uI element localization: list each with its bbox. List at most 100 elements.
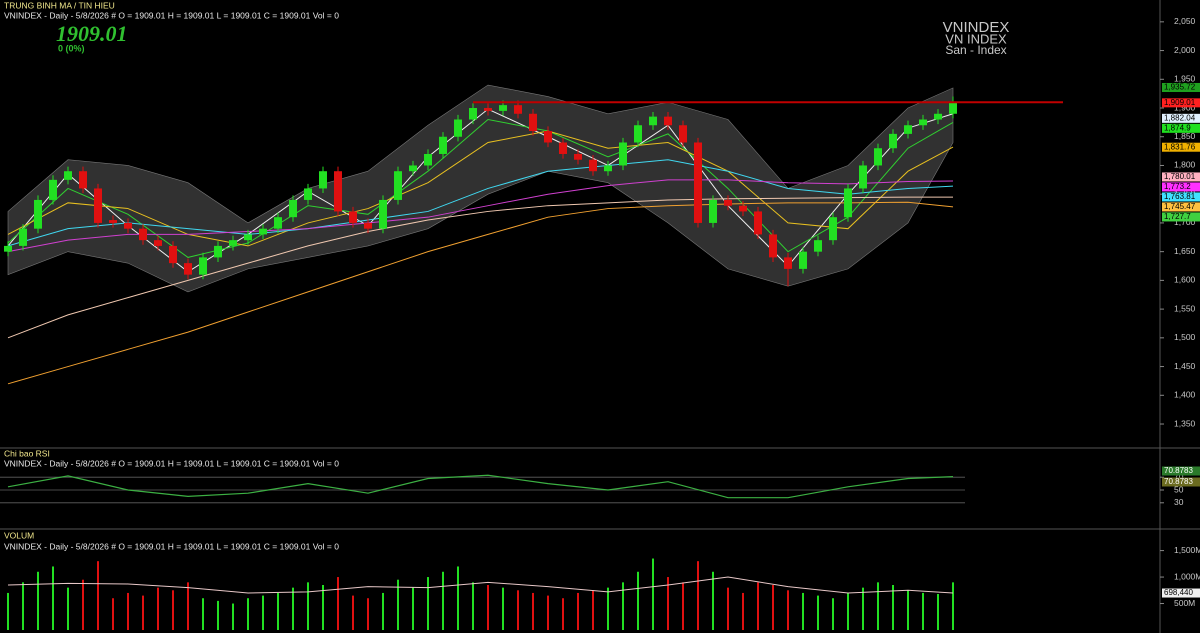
candle-body bbox=[934, 113, 942, 120]
y-tick-label: 1,600 bbox=[1174, 275, 1196, 285]
indicator-line bbox=[7, 179, 954, 253]
candle-body bbox=[604, 165, 612, 172]
indicator-line bbox=[7, 474, 954, 499]
candle-body bbox=[664, 116, 672, 126]
price-label-box bbox=[1162, 98, 1200, 108]
rsi-value-label: 70.8783 bbox=[1164, 477, 1193, 486]
volume-bar bbox=[817, 595, 819, 630]
panel-title: TRUNG BINH MA / TIN HIEU bbox=[4, 0, 115, 10]
y-tick-label: 70 bbox=[1174, 471, 1184, 481]
volume-bar bbox=[652, 558, 654, 630]
candle-body bbox=[694, 142, 702, 223]
volume-bar bbox=[22, 582, 24, 630]
candle-body bbox=[259, 228, 267, 235]
y-tick-label: 1,000M bbox=[1174, 571, 1200, 581]
indicator-line bbox=[7, 130, 954, 247]
candle-body bbox=[784, 257, 792, 269]
volume-bar bbox=[37, 571, 39, 630]
y-tick-label: 30 bbox=[1174, 497, 1184, 507]
candle-body bbox=[514, 105, 522, 114]
volume-bar bbox=[487, 585, 489, 630]
candle-body bbox=[724, 199, 732, 206]
candle-body bbox=[424, 153, 432, 166]
volume-bar bbox=[262, 595, 264, 630]
candle-body bbox=[649, 116, 657, 126]
rsi-value-label: 70.8783 bbox=[1164, 466, 1193, 475]
volume-bar bbox=[277, 592, 279, 630]
candle-body bbox=[589, 159, 597, 172]
candle-body bbox=[769, 234, 777, 258]
panel-header: VNINDEX - Daily - 5/8/2026 # O = 1909.01… bbox=[4, 10, 339, 20]
candle-body bbox=[64, 171, 72, 180]
panel-title: VOLUM bbox=[4, 530, 34, 540]
y-tick-label: 2,000 bbox=[1174, 45, 1196, 55]
volume-bar bbox=[247, 598, 249, 630]
price-label-box bbox=[1162, 192, 1200, 202]
candle-body bbox=[454, 119, 462, 137]
candle-body bbox=[829, 217, 837, 241]
candle-body bbox=[139, 228, 147, 241]
y-tick-label: 1,350 bbox=[1174, 418, 1196, 428]
y-tick-label: 500M bbox=[1174, 598, 1195, 608]
volume-bar bbox=[562, 598, 564, 630]
candle-body bbox=[394, 171, 402, 200]
candle-body bbox=[874, 148, 882, 166]
volume-bar bbox=[802, 592, 804, 630]
candle-body bbox=[304, 188, 312, 200]
volume-bar bbox=[427, 577, 429, 630]
volume-bar bbox=[472, 582, 474, 630]
price-label: 1,935.72 bbox=[1164, 83, 1196, 92]
volume-bar bbox=[412, 587, 414, 630]
candle-body bbox=[919, 119, 927, 126]
candle-body bbox=[709, 199, 717, 223]
candle-body bbox=[229, 240, 237, 246]
volume-bar bbox=[97, 561, 99, 630]
price-label: 1,874.9 bbox=[1164, 123, 1191, 132]
candle-body bbox=[754, 211, 762, 235]
volume-bar bbox=[577, 592, 579, 630]
panel-header: VNINDEX - Daily - 5/8/2026 # O = 1909.01… bbox=[4, 541, 339, 551]
candle-body bbox=[889, 133, 897, 149]
candle-body bbox=[529, 113, 537, 131]
volume-bar bbox=[112, 598, 114, 630]
volume-bar bbox=[7, 592, 9, 630]
price-label: 1,763.81 bbox=[1164, 192, 1196, 201]
indicator-line bbox=[7, 201, 954, 385]
y-tick-label: 1,700 bbox=[1174, 217, 1196, 227]
price-label: 1,773.2 bbox=[1164, 182, 1191, 191]
volume-value-box bbox=[1162, 588, 1200, 598]
volume-bar bbox=[172, 590, 174, 630]
candle-body bbox=[94, 188, 102, 223]
y-tick-label: 1,550 bbox=[1174, 303, 1196, 313]
volume-bar bbox=[922, 592, 924, 630]
y-tick-label: 1,450 bbox=[1174, 361, 1196, 371]
volume-bar bbox=[52, 566, 54, 630]
candle-body bbox=[844, 188, 852, 218]
price-label: 1,831.76 bbox=[1164, 142, 1196, 151]
volume-bar bbox=[127, 592, 129, 630]
volume-bar bbox=[307, 582, 309, 630]
volume-bar bbox=[622, 582, 624, 630]
price-label: 1,909.01 bbox=[1164, 98, 1196, 107]
candle-body bbox=[124, 222, 132, 229]
price-change: 0 (0%) bbox=[58, 43, 85, 53]
candle-body bbox=[439, 136, 447, 154]
candle-body bbox=[364, 222, 372, 229]
volume-bar bbox=[832, 598, 834, 630]
volume-bar bbox=[667, 577, 669, 630]
candle-body bbox=[79, 171, 87, 189]
candle-body bbox=[409, 165, 417, 172]
volume-bar bbox=[757, 582, 759, 630]
price-label-box bbox=[1162, 113, 1200, 123]
volume-bar bbox=[892, 585, 894, 630]
candle-body bbox=[214, 245, 222, 258]
volume-bar bbox=[187, 582, 189, 630]
candle-body bbox=[544, 130, 552, 143]
price-label: 1,780.01 bbox=[1164, 172, 1196, 181]
volume-bar bbox=[217, 600, 219, 630]
panel-title: Chi bao RSI bbox=[4, 448, 50, 458]
candle-body bbox=[484, 108, 492, 111]
volume-bar bbox=[67, 587, 69, 630]
candle-body bbox=[814, 240, 822, 252]
